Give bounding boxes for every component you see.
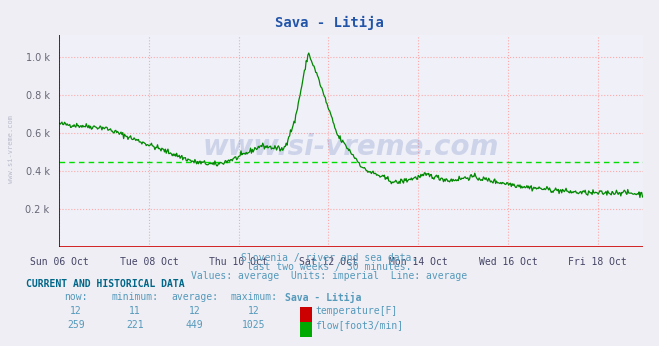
Text: maximum:: maximum: [230, 292, 277, 302]
Text: average:: average: [171, 292, 218, 302]
Text: 259: 259 [67, 320, 84, 330]
Text: temperature[F]: temperature[F] [315, 306, 397, 316]
Text: Sava - Litija: Sava - Litija [275, 16, 384, 30]
Text: flow[foot3/min]: flow[foot3/min] [315, 320, 403, 330]
Text: last two weeks / 30 minutes.: last two weeks / 30 minutes. [247, 262, 412, 272]
Text: 11: 11 [129, 306, 141, 316]
Text: CURRENT AND HISTORICAL DATA: CURRENT AND HISTORICAL DATA [26, 279, 185, 289]
Text: 12: 12 [188, 306, 200, 316]
Text: now:: now: [64, 292, 88, 302]
Text: 12: 12 [70, 306, 82, 316]
Text: www.si-vreme.com: www.si-vreme.com [8, 115, 14, 183]
Text: 1025: 1025 [242, 320, 266, 330]
Text: 12: 12 [248, 306, 260, 316]
Text: Slovenia / river and sea data.: Slovenia / river and sea data. [241, 253, 418, 263]
Text: 449: 449 [186, 320, 203, 330]
Text: Values: average  Units: imperial  Line: average: Values: average Units: imperial Line: av… [191, 271, 468, 281]
Text: 221: 221 [127, 320, 144, 330]
Text: www.si-vreme.com: www.si-vreme.com [203, 133, 499, 161]
Text: Sava - Litija: Sava - Litija [285, 292, 361, 303]
Text: minimum:: minimum: [111, 292, 159, 302]
